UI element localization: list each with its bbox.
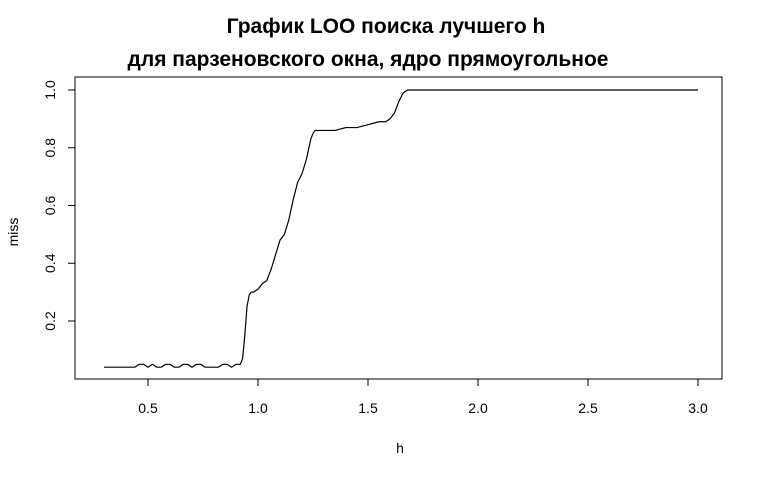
chart-subtitle: для парзеновского окна, ядро прямоугольн… <box>128 48 609 71</box>
y-tick-label: 0.8 <box>42 138 58 158</box>
x-tick-label: 2.0 <box>468 400 488 416</box>
x-tick-label: 0.5 <box>138 400 158 416</box>
y-axis: 0.2 0.4 0.6 0.8 1.0 <box>42 80 76 331</box>
x-tick-label: 2.5 <box>578 400 598 416</box>
x-tick-label: 1.0 <box>248 400 268 416</box>
x-axis: 0.5 1.0 1.5 2.0 2.5 3.0 <box>138 378 708 416</box>
y-tick-label: 0.6 <box>42 196 58 216</box>
series-layer <box>104 89 698 368</box>
y-tick-label: 0.4 <box>42 253 58 273</box>
chart-title: График LOO поиска лучшего h <box>227 15 546 38</box>
x-tick-label: 1.5 <box>358 400 378 416</box>
plot-area-frame <box>74 76 723 380</box>
series-line-0 <box>104 89 698 368</box>
y-tick-label: 1.0 <box>42 80 58 100</box>
x-axis-label: h <box>396 440 404 456</box>
x-tick-label: 3.0 <box>688 400 708 416</box>
y-axis-label: miss <box>5 218 21 247</box>
y-tick-label: 0.2 <box>42 311 58 331</box>
